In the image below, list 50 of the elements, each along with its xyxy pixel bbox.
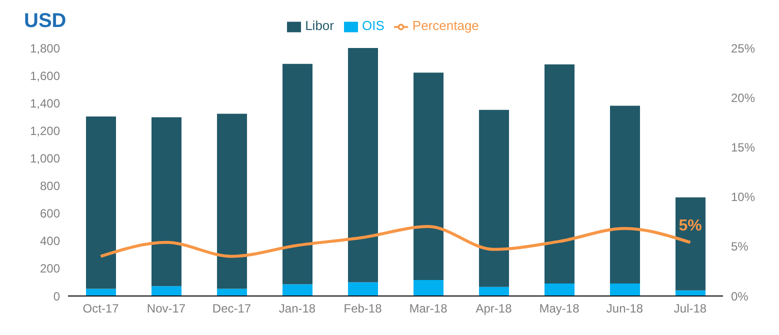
bar xyxy=(86,288,116,296)
bar xyxy=(544,64,574,284)
legend-label: Libor xyxy=(305,18,334,33)
y-tick-label: 1,000 xyxy=(30,151,60,166)
bar xyxy=(479,110,509,287)
x-tick-label: Jul-18 xyxy=(674,302,707,316)
data-label: 5% xyxy=(678,217,702,234)
y2-tick-label: 5% xyxy=(731,240,749,254)
x-tick-label: Jun-18 xyxy=(606,302,644,316)
bar xyxy=(544,283,574,296)
bar xyxy=(86,116,116,289)
legend-label: Percentage xyxy=(412,18,479,33)
legend-label: OIS xyxy=(362,18,384,33)
bar xyxy=(610,283,640,296)
bar xyxy=(152,286,182,296)
bar xyxy=(217,288,247,296)
x-tick-label: Nov-17 xyxy=(146,302,186,316)
bar xyxy=(414,280,444,296)
bar xyxy=(282,284,312,296)
y-tick-label: 1,800 xyxy=(30,41,60,56)
x-tick-label: Jan-18 xyxy=(278,302,316,316)
y-tick-label: 0 xyxy=(53,289,60,304)
x-tick-label: Mar-18 xyxy=(409,302,448,316)
y2-tick-label: 15% xyxy=(731,140,756,154)
bar xyxy=(282,64,312,284)
y2-tick-label: 25% xyxy=(731,41,756,56)
y-tick-label: 400 xyxy=(40,234,60,248)
bar xyxy=(610,106,640,284)
y-tick-label: 800 xyxy=(40,179,60,194)
bar xyxy=(479,286,509,296)
bar xyxy=(414,72,444,280)
chart-title: USD xyxy=(24,10,66,33)
bar xyxy=(217,114,247,289)
y-tick-label: 200 xyxy=(40,262,60,276)
x-tick-label: May-18 xyxy=(539,302,580,316)
bar xyxy=(348,282,378,296)
x-tick-label: Apr-18 xyxy=(476,302,512,316)
y-tick-label: 1,600 xyxy=(30,68,60,83)
x-tick-label: Oct-17 xyxy=(82,302,120,316)
bar xyxy=(348,48,378,282)
y-tick-label: 600 xyxy=(40,206,60,221)
bar xyxy=(152,117,182,286)
y-tick-label: 1,400 xyxy=(30,96,60,110)
y2-tick-label: 20% xyxy=(731,90,756,105)
y2-tick-label: 0% xyxy=(731,289,749,304)
y2-tick-label: 10% xyxy=(731,190,756,204)
y-tick-label: 1,200 xyxy=(30,124,60,138)
x-tick-label: Dec-17 xyxy=(212,302,252,316)
bar xyxy=(676,197,706,290)
x-tick-label: Feb-18 xyxy=(344,302,382,316)
